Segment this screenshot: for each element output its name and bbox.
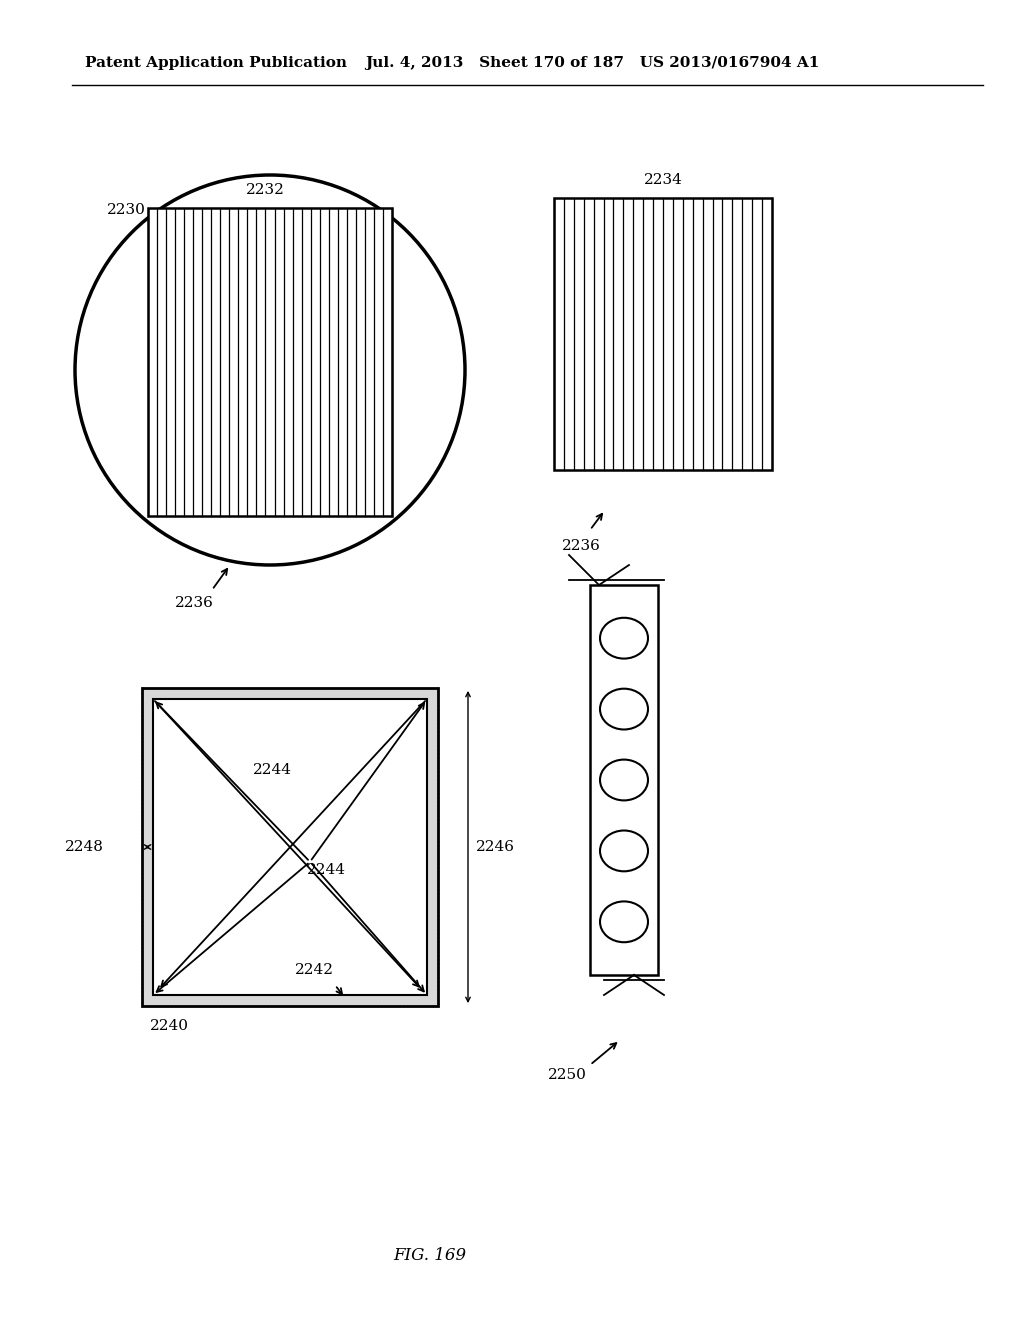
Bar <box>142 688 438 1006</box>
Text: 2246: 2246 <box>476 840 515 854</box>
Bar <box>142 688 438 1006</box>
Bar <box>153 700 427 995</box>
Text: 2230: 2230 <box>106 203 145 216</box>
Text: Patent Application Publication: Patent Application Publication <box>85 55 347 70</box>
Text: 2242: 2242 <box>295 964 334 977</box>
Text: 2250: 2250 <box>548 1068 587 1082</box>
Bar <box>590 585 658 975</box>
Text: 2240: 2240 <box>150 1019 189 1034</box>
Text: FIG. 169: FIG. 169 <box>393 1246 467 1263</box>
Bar <box>148 209 392 516</box>
Text: 2236: 2236 <box>175 597 214 610</box>
Text: 2248: 2248 <box>66 840 104 854</box>
Bar <box>148 209 392 516</box>
Bar <box>554 198 772 470</box>
Text: 2244: 2244 <box>307 863 346 876</box>
Text: 2236: 2236 <box>562 539 601 553</box>
Text: 2234: 2234 <box>643 173 682 187</box>
Text: Jul. 4, 2013   Sheet 170 of 187   US 2013/0167904 A1: Jul. 4, 2013 Sheet 170 of 187 US 2013/01… <box>365 55 819 70</box>
Text: 2244: 2244 <box>253 763 292 777</box>
Bar <box>554 198 772 470</box>
Text: 2232: 2232 <box>246 183 285 197</box>
